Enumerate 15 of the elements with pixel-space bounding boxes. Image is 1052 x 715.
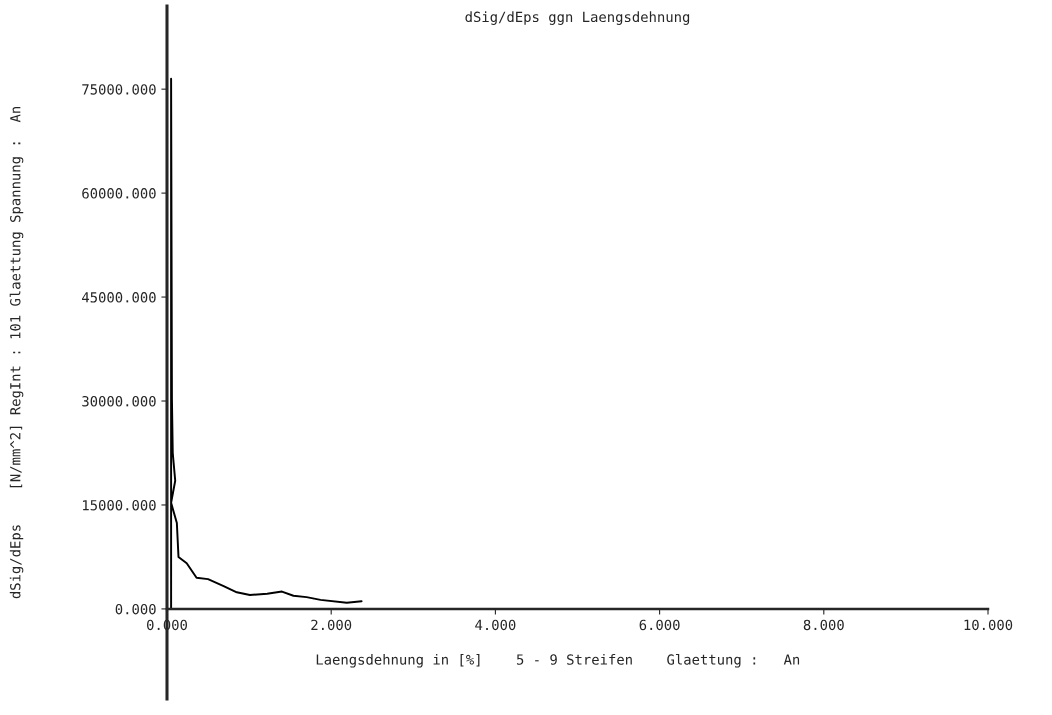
y-tick-label: 60000.000: [82, 188, 156, 199]
y-axis-title: dSig/dEps [N/mm^2] RegInt : 101 Glaettung Spannung : An: [9, 107, 24, 599]
x-tick-label: 10.000: [964, 619, 1013, 631]
line-series: [170, 77, 363, 610]
y-tick-label: 0.000: [115, 603, 156, 615]
chart-title: dSig/dEps ggn Laengsdehnung: [465, 11, 690, 25]
x-tick-label: 6.000: [639, 619, 680, 631]
x-axis-title: Laengsdehnung in [%] 5 - 9 Streifen Glaettung : An: [316, 653, 800, 668]
y-tick-label: 45000.000: [82, 292, 156, 303]
x-tick-label: 8.000: [803, 619, 844, 631]
y-tick-label: 15000.000: [83, 499, 156, 511]
y-tick-label: 30000.000: [82, 396, 156, 407]
x-tick-label: 2.000: [311, 619, 352, 631]
x-tick-label: 4.000: [475, 619, 516, 631]
y-tick-label: 75000.000: [82, 84, 156, 95]
